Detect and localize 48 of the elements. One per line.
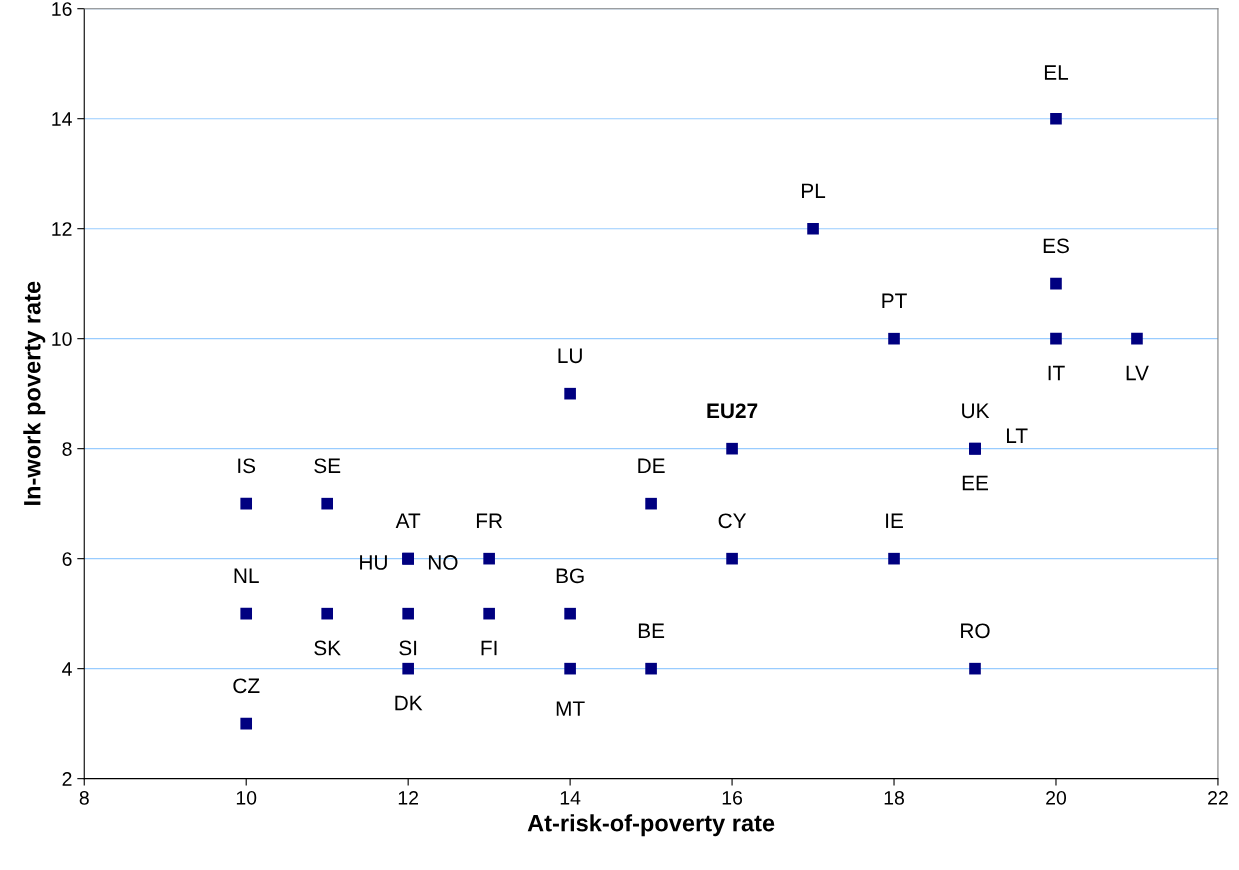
annotation: PL — [802, 183, 826, 198]
annotation: RO — [961, 623, 990, 639]
y-tick-label: 8 — [62, 442, 72, 456]
y-tick-label: 2 — [62, 772, 72, 786]
annotation: BE — [638, 623, 665, 638]
x-axis-title: At-risk-of-poverty rate — [527, 814, 775, 837]
annotation: AT — [395, 513, 421, 528]
x-tick-label: 14 — [560, 791, 581, 805]
annotation: LU — [558, 348, 582, 364]
annotation: BG — [556, 568, 584, 584]
x-tick-label: 12 — [398, 790, 418, 805]
y-axis-title: In-work poverty rate — [23, 281, 46, 505]
annotation: CZ — [233, 678, 260, 694]
annotation: CY — [718, 513, 747, 529]
annotation: IT — [1048, 365, 1065, 381]
annotation: FI — [481, 640, 497, 656]
y-tick-label: 16 — [52, 2, 72, 16]
annotation: SI — [399, 640, 417, 656]
y-tick-label: 4 — [62, 662, 72, 676]
y-tick-label: 14 — [52, 112, 72, 126]
annotation: FR — [476, 513, 503, 528]
x-tick-label: 8 — [79, 790, 89, 805]
annotation: EU27 — [707, 403, 758, 419]
x-tick-label: 16 — [722, 790, 743, 805]
annotation: PT — [882, 293, 907, 308]
annotation: UK — [962, 403, 990, 419]
x-tick-label: 10 — [236, 790, 257, 805]
annotation: LT — [1006, 428, 1028, 443]
annotation: MT — [556, 701, 585, 716]
y-tick-label: 12 — [52, 222, 72, 236]
annotation: IE — [886, 513, 903, 528]
annotation: DE — [638, 458, 665, 473]
annotation: NO — [428, 555, 458, 570]
annotation: EE — [962, 475, 988, 491]
annotation: SE — [314, 458, 341, 474]
y-tick-label: 6 — [62, 552, 72, 566]
annotation: DK — [395, 695, 423, 711]
x-tick-label: 18 — [884, 790, 904, 805]
annotation: NL — [234, 568, 259, 583]
y-tick-label: 10 — [52, 332, 72, 346]
annotation: IS — [238, 458, 256, 474]
annotation: SK — [314, 640, 341, 656]
x-tick-label: 22 — [1208, 790, 1228, 805]
annotation: LV — [1126, 365, 1149, 381]
annotation: EL — [1044, 65, 1069, 80]
annotation: HU — [360, 555, 387, 570]
annotation: ES — [1043, 238, 1069, 254]
x-tick-label: 20 — [1046, 790, 1067, 805]
